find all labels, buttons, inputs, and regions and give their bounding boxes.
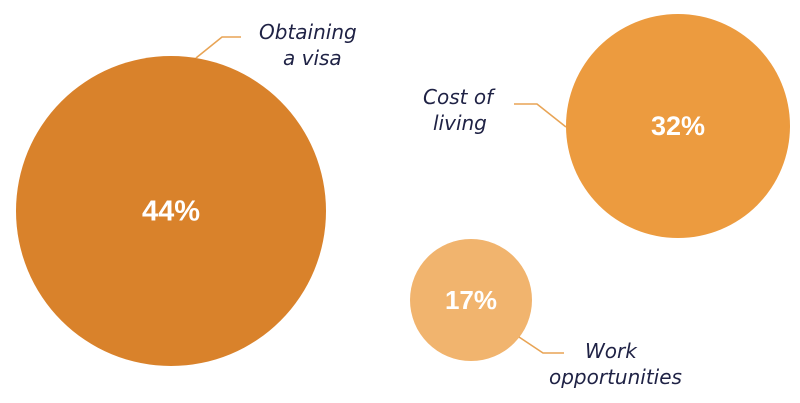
category-label-line-work: Work [585,339,638,363]
value-label-obtaining-a-visa: 44% [142,196,200,228]
leader-line-cost-of-living [514,103,567,128]
bubble-cost-of-living [566,14,790,238]
bubble-obtaining-a-visa [16,56,326,366]
category-label-obtaining-a-visa: Obtaining a visa [259,20,363,70]
category-label-line-obtaining: Obtaining [259,20,357,44]
leader-line-work-opportunities [518,336,564,354]
value-label-work-opportunities: 17% [445,285,497,315]
category-label-line-opportunities: opportunities [549,365,682,389]
category-label-work-opportunities: Work opportunities [549,339,682,389]
bubble-group-work-opportunities: 17% Work opportunities [410,239,682,389]
bubble-work-opportunities [410,239,532,361]
category-label-line-a-visa: a visa [283,46,342,70]
category-label-line-cost-of: Cost of [423,85,496,109]
value-label-cost-of-living: 32% [651,111,705,141]
category-label-cost-of-living: Cost of living [423,85,499,135]
bubble-group-obtaining-a-visa: 44% Obtaining a visa [16,20,363,366]
category-label-line-living: living [433,111,487,135]
leader-line-obtaining-a-visa [195,36,241,59]
bubble-group-cost-of-living: 32% Cost of living [423,14,790,238]
